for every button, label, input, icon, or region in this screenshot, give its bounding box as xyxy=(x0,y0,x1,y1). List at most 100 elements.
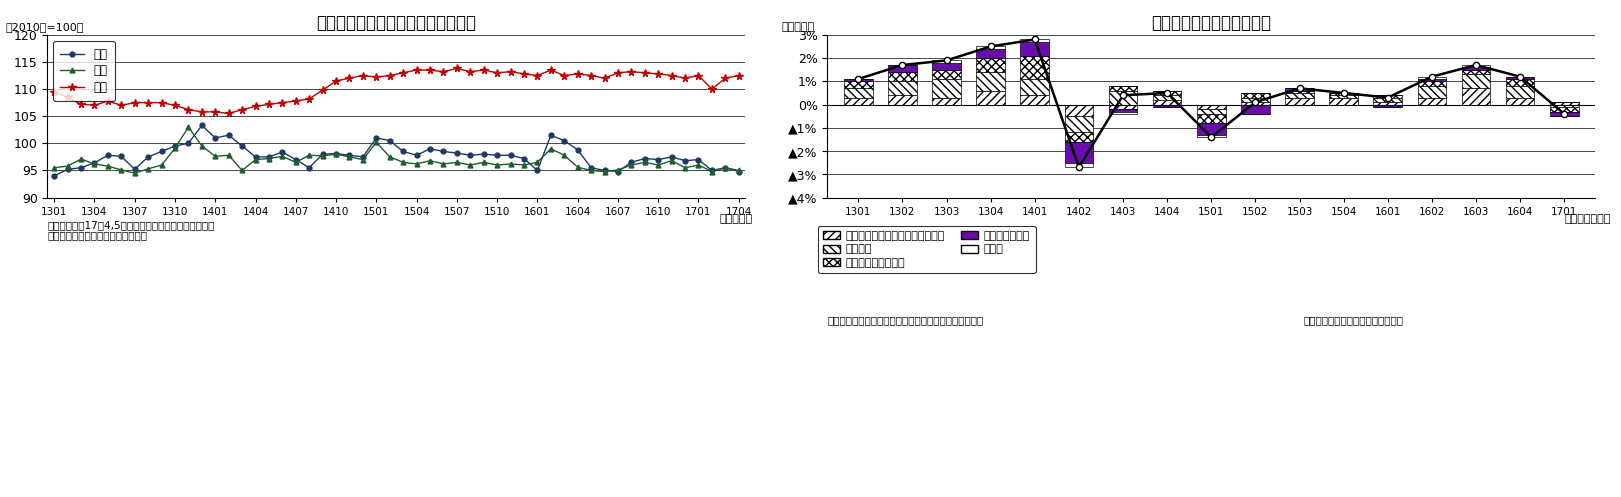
Bar xyxy=(1153,90,1182,95)
Bar xyxy=(1153,100,1182,104)
Bar xyxy=(1109,104,1138,109)
出荷 xyxy=(44,165,63,171)
生産 xyxy=(379,138,399,144)
在庫 xyxy=(488,70,507,76)
出荷 xyxy=(99,163,118,169)
生産 xyxy=(99,152,118,158)
生産 xyxy=(689,157,708,163)
Bar xyxy=(888,95,917,104)
Bar xyxy=(1196,123,1225,135)
Bar xyxy=(1417,86,1446,97)
生産 xyxy=(193,122,212,128)
Bar xyxy=(1109,109,1138,111)
Bar xyxy=(976,46,1005,49)
Bar xyxy=(888,82,917,95)
Bar xyxy=(1196,135,1225,137)
Bar xyxy=(976,49,1005,58)
Bar xyxy=(1109,111,1138,114)
Bar xyxy=(932,70,961,79)
在庫 xyxy=(447,66,467,72)
Text: （注）その他電気機械は電気機械、情報通信機械を合成: （注）その他電気機械は電気機械、情報通信機械を合成 xyxy=(827,315,984,325)
Bar xyxy=(845,88,872,97)
Title: 鉱工業生産・出荷・在庫指数の推移: 鉱工業生産・出荷・在庫指数の推移 xyxy=(316,14,477,32)
Bar xyxy=(1417,77,1446,79)
生産 xyxy=(473,151,493,157)
Bar xyxy=(888,65,917,72)
在庫 xyxy=(219,110,238,116)
出荷 xyxy=(488,162,507,168)
Line: 出荷: 出荷 xyxy=(52,125,741,175)
Bar xyxy=(1462,70,1490,75)
Text: （年・四半期）: （年・四半期） xyxy=(1564,214,1611,224)
在庫 xyxy=(379,73,399,79)
Legend: 生産, 出荷, 在庫: 生産, 出荷, 在庫 xyxy=(53,41,115,101)
生産 xyxy=(729,168,749,174)
Bar xyxy=(1196,104,1225,109)
Bar xyxy=(1329,93,1358,95)
Bar xyxy=(932,63,961,70)
出荷 xyxy=(125,170,144,176)
Bar xyxy=(1065,104,1093,116)
Text: （年・月）: （年・月） xyxy=(720,214,752,224)
Bar xyxy=(1285,88,1315,90)
在庫 xyxy=(300,96,319,102)
Bar xyxy=(1153,104,1182,107)
Bar xyxy=(888,72,917,82)
出荷 xyxy=(514,162,533,168)
出荷 xyxy=(434,161,454,167)
Bar xyxy=(1373,104,1402,107)
在庫 xyxy=(729,73,749,79)
Text: （前期比）: （前期比） xyxy=(781,21,814,32)
Bar xyxy=(1020,39,1049,42)
Bar xyxy=(1065,163,1093,167)
生産 xyxy=(44,173,63,179)
Bar xyxy=(1550,102,1579,104)
Bar xyxy=(1550,104,1579,107)
Title: 鉱工業生産の業種別寄与度: 鉱工業生産の業種別寄与度 xyxy=(1151,14,1271,32)
Bar xyxy=(1506,86,1535,97)
Bar xyxy=(845,97,872,104)
出荷 xyxy=(178,124,198,130)
Bar xyxy=(1285,97,1315,104)
Bar xyxy=(1329,97,1358,104)
Bar xyxy=(932,61,961,63)
Bar xyxy=(1462,68,1490,70)
生産 xyxy=(501,152,520,158)
Bar xyxy=(1285,90,1315,93)
出荷 xyxy=(394,160,413,166)
Text: （資料）経済産業省「鉱工業指数」: （資料）経済産業省「鉱工業指数」 xyxy=(47,230,148,240)
Bar xyxy=(1196,109,1225,114)
Text: （資料）経済産業省「鉱工業指数」: （資料）経済産業省「鉱工業指数」 xyxy=(1303,315,1404,325)
Bar xyxy=(1417,82,1446,86)
在庫 xyxy=(514,71,533,77)
Bar xyxy=(1285,93,1315,97)
Bar xyxy=(1329,95,1358,97)
Bar xyxy=(1242,93,1269,97)
在庫 xyxy=(99,98,118,104)
Bar xyxy=(1020,42,1049,56)
Bar xyxy=(1550,111,1579,116)
出荷 xyxy=(313,153,332,159)
Bar xyxy=(1109,90,1138,104)
Bar xyxy=(1196,114,1225,123)
Bar xyxy=(1506,79,1535,86)
Bar xyxy=(976,58,1005,72)
Bar xyxy=(1462,88,1490,104)
Text: （注）生産の17年4,5月は製造工業生産予測指数で延長: （注）生産の17年4,5月は製造工業生産予測指数で延長 xyxy=(47,220,216,230)
出荷 xyxy=(729,167,749,173)
Text: （2010年=100）: （2010年=100） xyxy=(5,21,84,32)
Bar xyxy=(1550,107,1579,111)
Bar xyxy=(845,79,872,82)
在庫 xyxy=(420,67,439,73)
Bar xyxy=(1462,75,1490,88)
Bar xyxy=(1020,56,1049,79)
Bar xyxy=(1020,95,1049,104)
Line: 生産: 生産 xyxy=(52,123,741,178)
Bar xyxy=(1506,77,1535,79)
Bar xyxy=(1065,133,1093,142)
生産 xyxy=(300,165,319,171)
Bar xyxy=(1373,95,1402,97)
Bar xyxy=(1065,142,1093,163)
Bar xyxy=(1065,116,1093,133)
Bar xyxy=(1020,79,1049,95)
